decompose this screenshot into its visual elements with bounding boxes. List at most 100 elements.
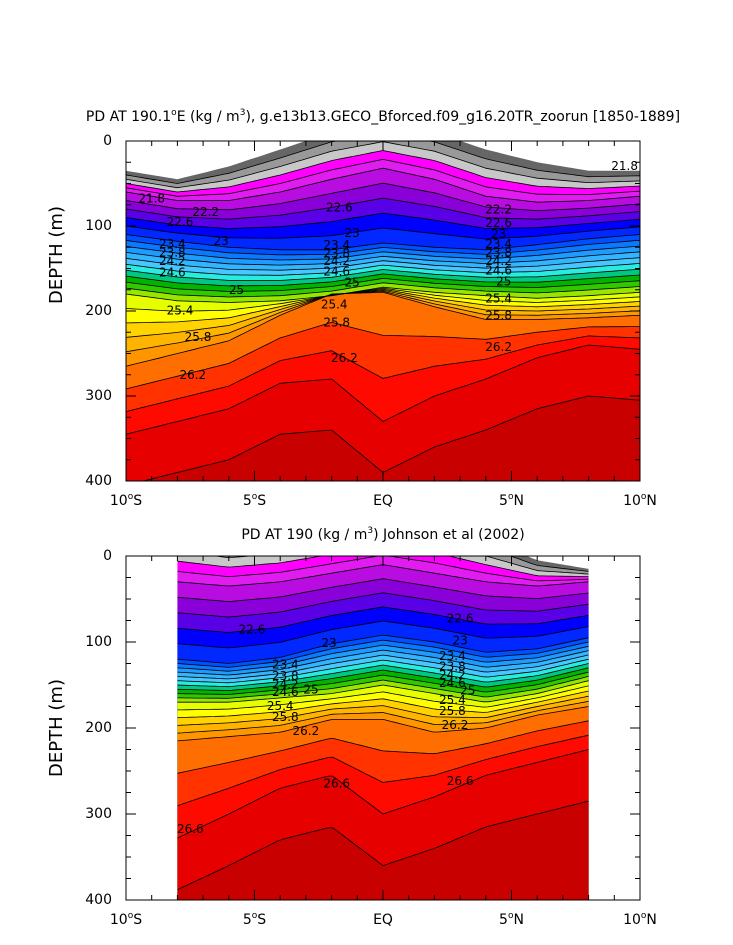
contour-band	[143, 396, 640, 481]
contour-line	[126, 335, 640, 412]
contour-label: 22.6	[239, 623, 266, 637]
contour-label: 23.8	[323, 247, 350, 261]
title-sup2: 3	[367, 526, 373, 536]
contour-label: 26.2	[293, 724, 320, 738]
x-tick-label: 10oS	[110, 492, 142, 509]
contour-label: 26.2	[331, 351, 358, 365]
contour-label: 23	[452, 634, 467, 648]
contour-label: 23.4	[323, 238, 350, 252]
contour-label: 24.6	[485, 264, 512, 278]
upper-contour-panel: PD AT 190.1oE (kg / m3), g.e13b13.GECO_B…	[46, 108, 680, 509]
y-tick-label: 100	[85, 634, 112, 650]
x-tick-hemisphere: S	[257, 912, 266, 928]
contour-label: 25	[303, 683, 318, 697]
contour-line	[126, 289, 640, 338]
contour-label: 21.8	[138, 191, 165, 205]
contour-line	[177, 700, 589, 734]
contour-label: 21.8	[611, 159, 638, 173]
x-tick-hemisphere: S	[133, 912, 142, 928]
x-tick-label: 10oS	[110, 911, 142, 928]
contour-label: 24.2	[159, 254, 186, 268]
contour-label: 22.6	[167, 215, 194, 229]
contour-label: 24.6	[323, 264, 350, 278]
contour-line	[126, 257, 640, 271]
x-tick-hemisphere: N	[513, 912, 523, 928]
contour-line	[177, 720, 589, 774]
x-tick-label: 10oN	[623, 911, 657, 928]
x-tick-degree: o	[641, 911, 647, 921]
contour-label: 23	[213, 234, 228, 248]
contour-line	[177, 663, 589, 688]
contour-label: 23.4	[272, 658, 299, 672]
contour-label: 25.4	[267, 699, 294, 713]
x-tick-hemisphere: S	[257, 493, 266, 509]
contour-label: 23.4	[439, 649, 466, 663]
contour-label: 25.8	[323, 315, 350, 329]
contour-label: 25.8	[272, 710, 299, 724]
contour-line	[509, 556, 589, 572]
y-tick-label: 400	[85, 892, 112, 908]
x-tick-label: 5oN	[499, 911, 524, 928]
contour-label: 25	[229, 283, 244, 297]
x-tick-hemisphere: S	[133, 493, 142, 509]
contour-label: 24.6	[159, 265, 186, 279]
contour-label: 24.2	[485, 254, 512, 268]
y-tick-label: 200	[85, 303, 112, 319]
contour-line	[177, 644, 589, 672]
contour-label: 26.2	[442, 718, 469, 732]
contour-label: 25	[496, 275, 511, 289]
contour-label: 26.6	[447, 774, 474, 788]
contour-line	[177, 556, 589, 577]
x-tick-label: 5oN	[499, 492, 524, 509]
x-tick-degree: o	[128, 911, 134, 921]
x-tick-num: 10	[110, 912, 128, 928]
lower-contour-lines	[177, 556, 589, 891]
contour-line	[126, 291, 640, 367]
contour-line	[177, 606, 589, 633]
contour-line	[126, 321, 640, 390]
contour-label: 25.8	[439, 704, 466, 718]
y-tick-label: 300	[85, 388, 112, 404]
contour-line	[126, 263, 640, 276]
y-tick-label: 100	[85, 218, 112, 234]
contour-line	[126, 251, 640, 266]
contour-line	[177, 695, 589, 726]
contour-label: 26.6	[323, 776, 350, 790]
contour-line	[177, 706, 589, 742]
contour-line	[126, 212, 640, 230]
contour-line	[126, 268, 640, 281]
contour-label: 25.8	[485, 309, 512, 323]
x-tick-degree: o	[508, 492, 514, 502]
contour-line	[177, 734, 589, 807]
contour-label: 22.2	[485, 202, 512, 216]
contour-label: 22.2	[192, 205, 219, 219]
x-tick-hemisphere: N	[513, 493, 523, 509]
contour-line	[126, 282, 640, 298]
contour-label: 23.8	[485, 246, 512, 260]
x-tick-label: 5oS	[243, 492, 266, 509]
contour-line	[177, 749, 589, 839]
contour-label: 26.6	[177, 822, 204, 836]
x-tick-num: 10	[623, 493, 641, 509]
x-tick-label: 10oN	[623, 492, 657, 509]
y-tick-label: 400	[85, 473, 112, 489]
contour-line	[177, 800, 589, 891]
contour-line	[126, 245, 640, 261]
contour-label: 25.4	[485, 292, 512, 306]
contour-label: 22.6	[447, 611, 474, 625]
contour-line	[126, 239, 640, 256]
title-pre: PD AT 190.1	[86, 109, 171, 125]
contour-line	[177, 578, 589, 602]
x-tick-num: 5	[243, 493, 252, 509]
contour-label: 23.8	[439, 659, 466, 673]
x-tick-degree: o	[641, 492, 647, 502]
contour-label: 22.6	[326, 201, 353, 215]
contour-line	[177, 667, 589, 692]
contour-label: 24.2	[439, 668, 466, 682]
contour-label: 25	[460, 684, 475, 698]
contour-line	[177, 658, 589, 684]
contour-line	[126, 288, 640, 324]
contour-line	[126, 290, 640, 353]
title-pre: PD AT 190 (kg / m	[241, 527, 367, 543]
